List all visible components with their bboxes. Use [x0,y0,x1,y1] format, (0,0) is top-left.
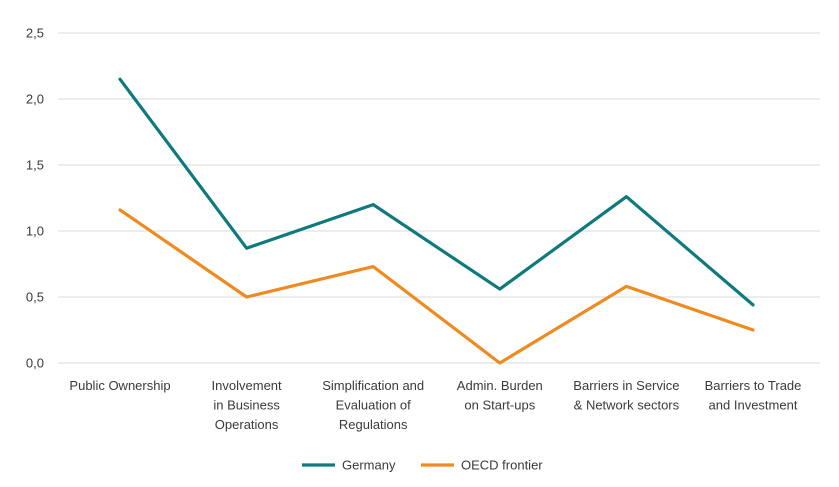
x-category-label: Barriers in Service & Network sectors [573,378,679,413]
x-category-label: Admin. Burden on Start-ups [457,378,543,413]
series-line-germany [118,77,755,307]
series-line-oecd-frontier [118,208,755,365]
y-tick-label: 1,0 [26,224,44,239]
x-category-label: Simplification and Evaluation of Regulatio… [322,378,424,432]
y-tick-label: 1,5 [26,158,44,173]
x-category-label: Barriers to Trade and Investment [705,378,802,413]
y-tick-label: 2,5 [26,26,44,41]
legend: Germany OECD frontier [302,458,543,473]
y-axis-ticks: 0,0 0,5 1,0 1,5 2,0 2,5 [26,26,44,371]
y-tick-label: 0,5 [26,290,44,305]
x-category-label: Involvement in Business Operations [212,378,282,432]
x-category-label: Public Ownership [69,378,170,393]
y-tick-label: 2,0 [26,92,44,107]
legend-label: OECD frontier [461,458,543,473]
y-tick-label: 0,0 [26,356,44,371]
x-axis-categories: Public Ownership Involvement in Business Op… [69,378,801,432]
legend-label: Germany [342,458,396,473]
series-lines [118,77,755,365]
